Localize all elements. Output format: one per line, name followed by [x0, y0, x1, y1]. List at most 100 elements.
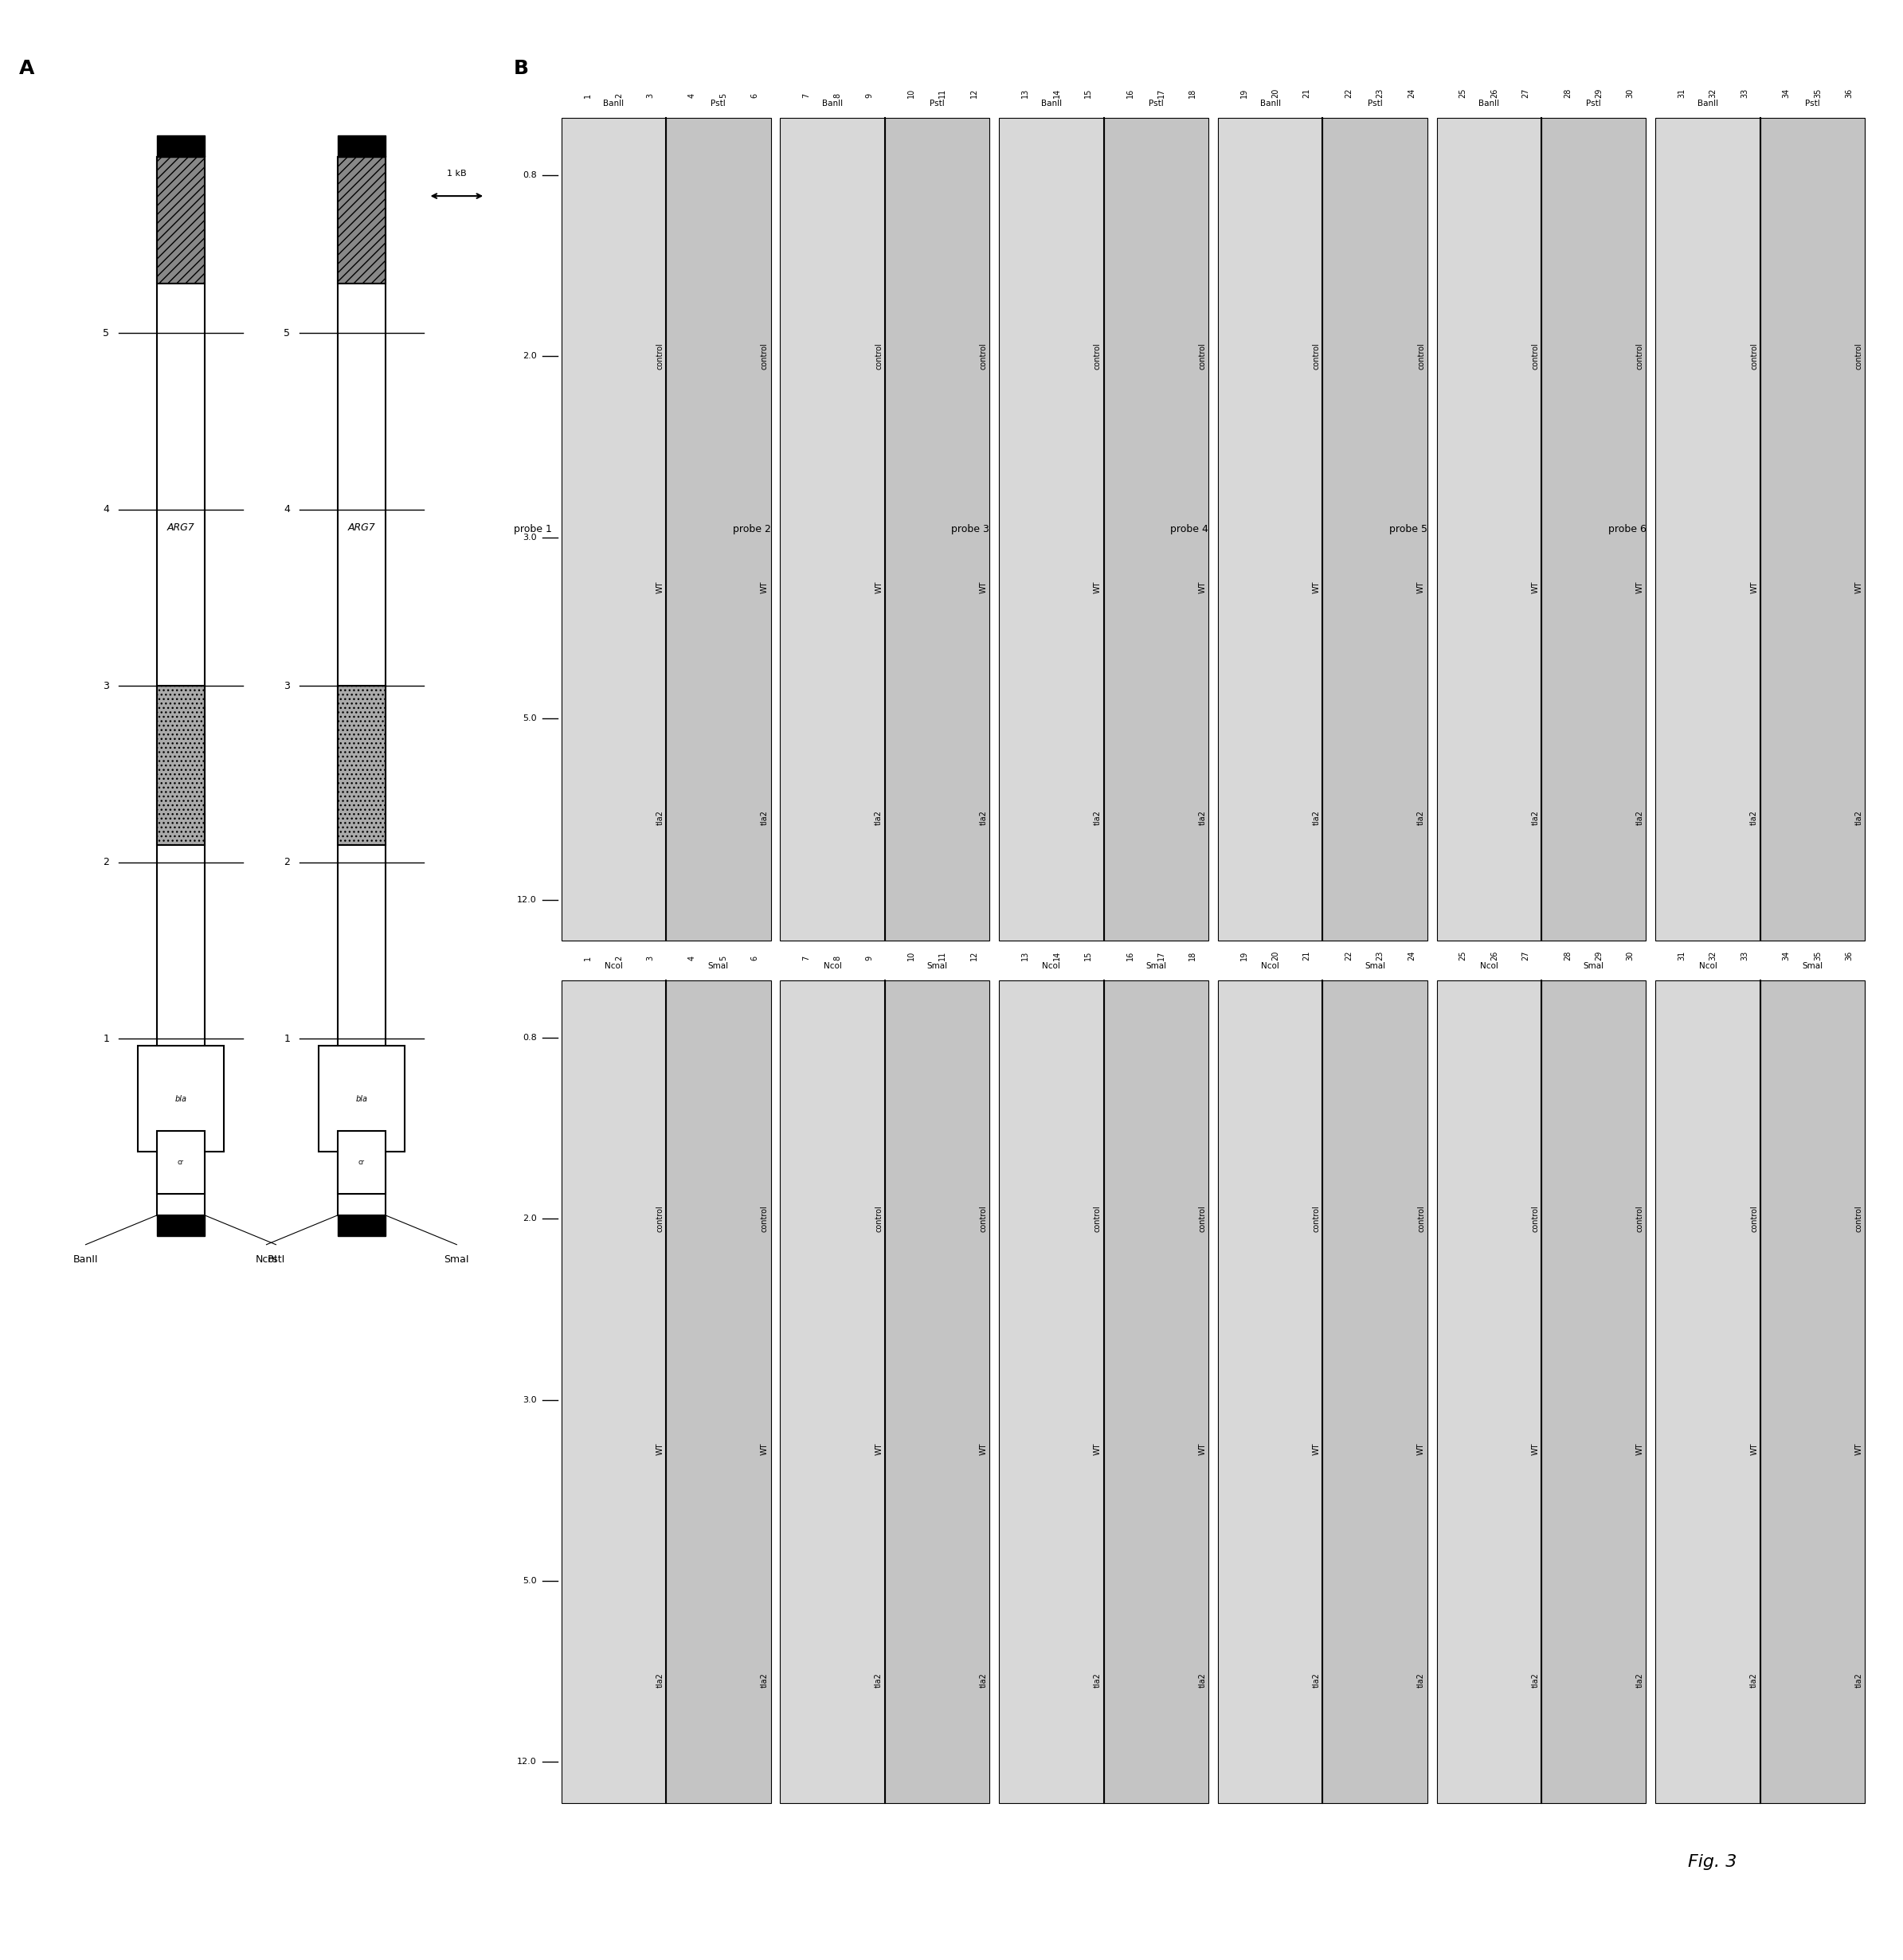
Text: 9: 9	[866, 956, 873, 960]
Text: 5: 5	[719, 955, 727, 960]
Text: control: control	[980, 1205, 988, 1233]
Text: tla2: tla2	[657, 809, 664, 825]
Text: 6: 6	[752, 956, 759, 960]
Bar	[137, 1047, 225, 1152]
Text: control: control	[1532, 343, 1540, 370]
Text: control: control	[1751, 343, 1758, 370]
Bar	[339, 135, 384, 157]
Text: control: control	[1855, 343, 1863, 370]
Text: WT: WT	[761, 1443, 769, 1456]
Text: 17: 17	[1157, 88, 1165, 98]
Text: tla2: tla2	[875, 1672, 883, 1688]
Bar	[1760, 118, 1865, 941]
Text: 22: 22	[1345, 88, 1353, 98]
Text: probe 5: probe 5	[1389, 523, 1427, 535]
Text: bla: bla	[175, 1096, 186, 1103]
Text: SmaI: SmaI	[443, 1254, 470, 1264]
Text: tla2: tla2	[1418, 809, 1425, 825]
Text: 29: 29	[1595, 951, 1602, 960]
Text: 5: 5	[719, 92, 727, 98]
Text: 2: 2	[615, 955, 622, 960]
Text: 21: 21	[1304, 88, 1311, 98]
Bar	[666, 980, 771, 1803]
Text: 8: 8	[834, 956, 841, 960]
Text: WT: WT	[1855, 580, 1863, 594]
Text: 14: 14	[1052, 951, 1060, 960]
Text: SmaI: SmaI	[1364, 962, 1385, 970]
Text: 36: 36	[1846, 88, 1854, 98]
Text: SmaI: SmaI	[708, 962, 729, 970]
Text: PstI: PstI	[1368, 100, 1382, 108]
Text: 15: 15	[1085, 88, 1092, 98]
Text: WT: WT	[1313, 1443, 1321, 1456]
Text: 3: 3	[284, 680, 289, 692]
Text: WT: WT	[657, 1443, 664, 1456]
Text: 9: 9	[866, 94, 873, 98]
Text: 5: 5	[284, 327, 289, 339]
Text: 5: 5	[103, 327, 110, 339]
Bar	[156, 1131, 206, 1194]
Text: control: control	[1418, 343, 1425, 370]
Bar	[1437, 980, 1541, 1803]
Text: WT: WT	[875, 580, 883, 594]
Text: 10: 10	[908, 951, 915, 960]
Text: 35: 35	[1814, 951, 1821, 960]
Text: WT: WT	[1532, 1443, 1540, 1456]
Text: 16: 16	[1127, 951, 1134, 960]
Text: tla2: tla2	[761, 1672, 769, 1688]
Text: 31: 31	[1678, 88, 1686, 98]
Text: WT: WT	[980, 580, 988, 594]
Text: control: control	[980, 343, 988, 370]
Bar	[561, 980, 666, 1803]
Bar	[1760, 980, 1865, 1803]
Text: cr: cr	[358, 1158, 365, 1166]
Text: control: control	[1751, 1205, 1758, 1233]
Text: 24: 24	[1408, 951, 1416, 960]
Text: control: control	[761, 1205, 769, 1233]
Text: control: control	[875, 343, 883, 370]
Text: 21: 21	[1304, 951, 1311, 960]
Text: NcoI: NcoI	[605, 962, 622, 970]
Text: tla2: tla2	[1313, 809, 1321, 825]
Bar	[561, 118, 666, 941]
Bar	[999, 980, 1104, 1803]
Bar	[339, 1215, 384, 1237]
Text: WT: WT	[1637, 1443, 1644, 1456]
Text: 22: 22	[1345, 951, 1353, 960]
Bar	[780, 118, 885, 941]
Text: 12: 12	[971, 951, 978, 960]
Text: tla2: tla2	[1199, 809, 1207, 825]
Text: 1: 1	[584, 956, 592, 960]
Text: control: control	[1418, 1205, 1425, 1233]
Text: 25: 25	[1460, 88, 1467, 98]
Text: PstI: PstI	[266, 1254, 285, 1264]
Bar	[339, 157, 384, 1215]
Text: BanII: BanII	[1479, 100, 1500, 108]
Bar	[339, 1131, 384, 1194]
Text: tla2: tla2	[980, 1672, 988, 1688]
Text: WT: WT	[1418, 1443, 1425, 1456]
Bar	[885, 980, 990, 1803]
Text: tla2: tla2	[1855, 1672, 1863, 1688]
Text: NcoI: NcoI	[1262, 962, 1279, 970]
Text: tla2: tla2	[657, 1672, 664, 1688]
Text: control: control	[657, 1205, 664, 1233]
Text: 28: 28	[1564, 951, 1572, 960]
Text: WT: WT	[980, 1443, 988, 1456]
Text: 18: 18	[1189, 951, 1197, 960]
Text: 2: 2	[284, 857, 289, 868]
Text: 16: 16	[1127, 88, 1134, 98]
Text: 3.0: 3.0	[523, 533, 537, 541]
Text: 13: 13	[1022, 951, 1030, 960]
Text: 4: 4	[689, 956, 696, 960]
Text: control: control	[875, 1205, 883, 1233]
Bar	[339, 157, 384, 284]
Text: 5.0: 5.0	[523, 715, 537, 723]
Text: 28: 28	[1564, 88, 1572, 98]
Text: 33: 33	[1741, 88, 1749, 98]
Text: control: control	[1199, 343, 1207, 370]
Text: control: control	[761, 343, 769, 370]
Text: probe 4: probe 4	[1170, 523, 1208, 535]
Text: SmaI: SmaI	[927, 962, 948, 970]
Text: 32: 32	[1709, 951, 1717, 960]
